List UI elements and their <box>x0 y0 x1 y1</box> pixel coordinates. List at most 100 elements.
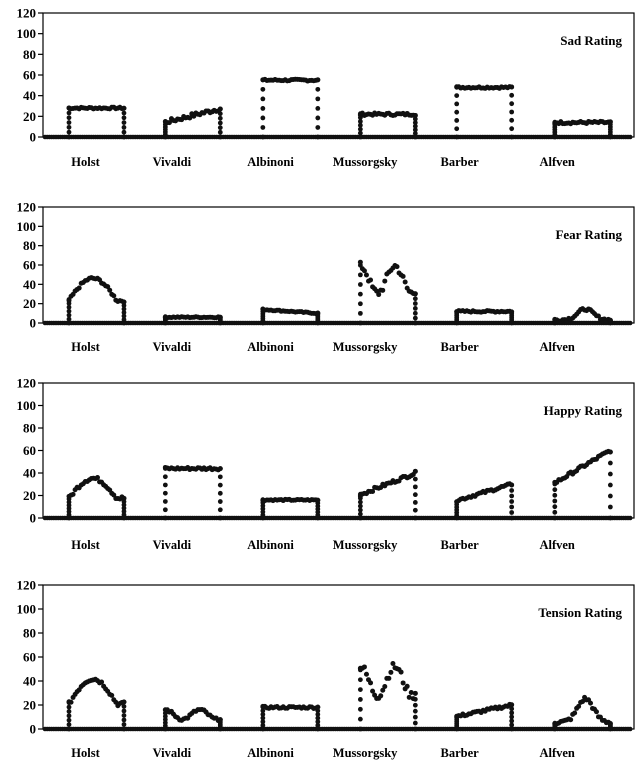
chart-title: Tension Rating <box>538 605 622 620</box>
segment-holst <box>66 275 127 326</box>
data-point <box>509 702 515 708</box>
data-point <box>361 664 367 670</box>
data-point <box>412 134 418 140</box>
data-point <box>217 490 223 496</box>
segment-albinoni <box>260 76 321 140</box>
data-point <box>357 697 363 702</box>
segment-vivaldi <box>162 706 223 732</box>
data-point <box>217 482 223 488</box>
data-point <box>400 273 406 279</box>
data-point <box>509 722 515 728</box>
segment-albinoni <box>260 496 321 521</box>
data-point <box>121 726 127 732</box>
data-point <box>412 123 418 129</box>
data-point <box>412 500 418 505</box>
data-point <box>217 717 223 723</box>
data-point <box>412 127 418 133</box>
data-point <box>607 721 613 726</box>
category-label: Alfven <box>539 746 574 760</box>
data-point <box>357 272 363 278</box>
data-point <box>580 699 586 705</box>
data-point <box>121 303 127 308</box>
data-point <box>412 315 418 321</box>
data-point <box>217 314 223 320</box>
data-point <box>568 717 574 723</box>
y-tick-label: 0 <box>30 130 37 145</box>
category-label: Vivaldi <box>153 538 192 552</box>
data-point <box>412 484 418 490</box>
data-point <box>357 677 363 683</box>
data-point <box>357 726 363 732</box>
data-point <box>357 291 363 297</box>
data-point <box>509 710 515 716</box>
data-point <box>509 309 515 315</box>
data-point <box>217 115 223 121</box>
data-point <box>357 126 363 132</box>
data-point <box>454 93 460 99</box>
data-point <box>509 515 515 521</box>
data-point <box>509 718 515 724</box>
category-label: Albinoni <box>247 155 294 169</box>
data-point <box>607 493 613 499</box>
data-point <box>121 317 127 322</box>
segment-barber <box>454 481 515 521</box>
data-point <box>412 310 418 316</box>
data-point <box>260 106 266 111</box>
y-tick-label: 60 <box>23 258 36 273</box>
category-label: Albinoni <box>247 340 294 354</box>
data-point <box>357 499 363 505</box>
data-point <box>66 713 72 719</box>
data-point <box>217 499 223 504</box>
data-point <box>509 488 515 493</box>
data-point <box>357 507 363 513</box>
data-point <box>412 492 418 498</box>
data-point <box>70 491 76 497</box>
data-point <box>260 86 266 92</box>
segment-alfven <box>552 118 613 140</box>
data-point <box>121 110 127 116</box>
segment-albinoni <box>260 306 321 326</box>
y-tick-label: 100 <box>17 398 37 413</box>
data-point <box>509 510 515 515</box>
y-tick-label: 80 <box>23 421 36 436</box>
data-point <box>121 717 127 723</box>
data-point <box>121 704 127 709</box>
data-point <box>121 105 127 111</box>
data-point <box>217 466 223 472</box>
data-point <box>363 671 369 677</box>
data-point <box>357 716 363 722</box>
data-point <box>509 504 515 510</box>
category-label: Vivaldi <box>153 746 192 760</box>
data-point <box>390 661 396 667</box>
data-point <box>361 268 367 274</box>
data-point <box>66 134 72 140</box>
data-point <box>162 507 168 513</box>
data-point <box>552 504 558 510</box>
data-point <box>162 474 168 480</box>
data-point <box>382 278 388 284</box>
data-point <box>121 125 127 130</box>
data-point <box>376 292 382 298</box>
data-point <box>357 122 363 128</box>
data-point <box>370 488 376 494</box>
data-point <box>454 126 460 132</box>
y-tick-label: 100 <box>17 602 37 617</box>
data-point <box>121 713 127 718</box>
segment-barber <box>454 84 515 140</box>
data-point <box>412 702 418 708</box>
y-tick-label: 20 <box>23 488 36 503</box>
segment-alfven <box>552 448 613 521</box>
data-point <box>121 129 127 135</box>
data-point <box>412 696 418 702</box>
data-point <box>66 717 72 723</box>
data-point <box>509 134 515 140</box>
data-point <box>607 317 613 323</box>
data-point <box>388 669 394 675</box>
y-tick-label: 80 <box>23 47 36 62</box>
data-point <box>315 86 321 92</box>
y-tick-label: 120 <box>17 376 37 391</box>
data-point <box>509 482 515 488</box>
data-point <box>402 279 408 285</box>
baseline-series <box>42 320 633 326</box>
segment-holst <box>66 104 127 140</box>
